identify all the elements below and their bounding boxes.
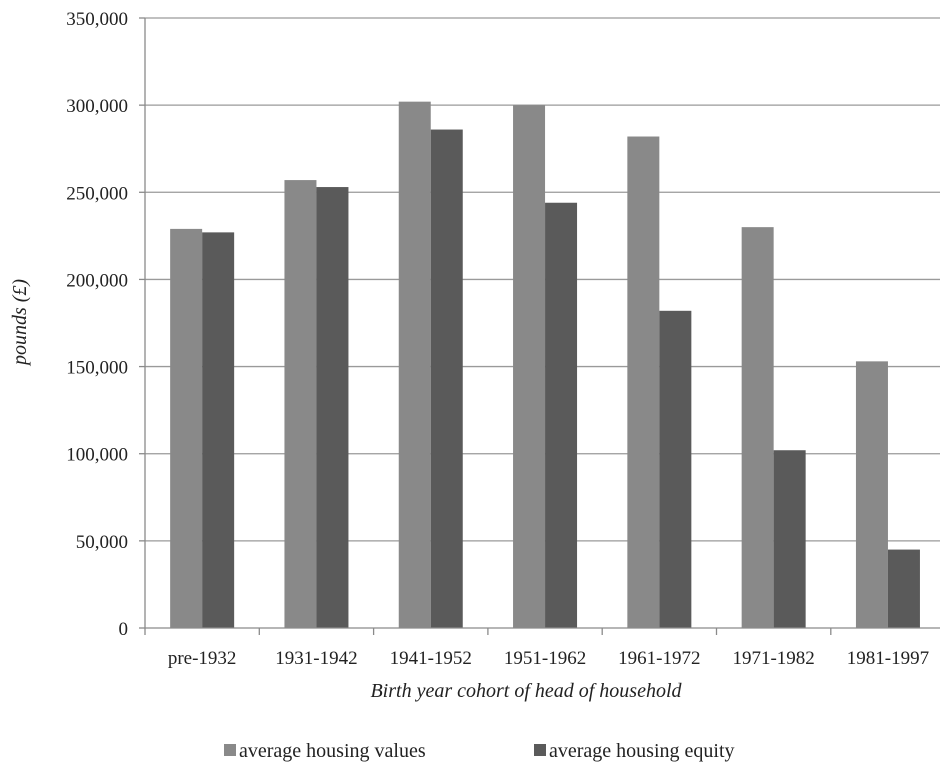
bar-values-pre-1932 bbox=[170, 228, 203, 628]
legend-label-values: average housing values bbox=[239, 740, 426, 762]
bar-equity-1961-1972 bbox=[659, 310, 692, 628]
x-tick-labels: pre-1932 1931-1942 1941-1952 1951-1962 1961-… bbox=[168, 648, 929, 669]
bar-values-1931-1942 bbox=[284, 180, 317, 629]
x-tick-label: 1981-1997 bbox=[847, 648, 929, 669]
y-tick-label: 300,000 bbox=[66, 96, 128, 117]
legend: average housing values average housing e… bbox=[224, 740, 735, 762]
bar-equity-1971-1982 bbox=[773, 450, 806, 628]
y-tick-label: 100,000 bbox=[66, 445, 128, 466]
bar-equity-1941-1952 bbox=[430, 129, 463, 629]
bar-values-1971-1982 bbox=[741, 227, 774, 628]
x-tick-label: 1941-1952 bbox=[390, 648, 472, 669]
bars bbox=[170, 101, 920, 629]
axes bbox=[139, 17, 940, 635]
x-axis-title: Birth year cohort of head of household bbox=[370, 680, 682, 702]
legend-label-equity: average housing equity bbox=[549, 740, 735, 762]
x-tick-label: pre-1932 bbox=[168, 648, 237, 669]
legend-swatch-equity bbox=[534, 744, 546, 756]
bar-equity-pre-1932 bbox=[202, 232, 235, 628]
bar-values-1941-1952 bbox=[398, 101, 431, 628]
y-tick-label: 250,000 bbox=[66, 183, 128, 204]
legend-swatch-values bbox=[224, 744, 236, 756]
bar-values-1981-1997 bbox=[855, 361, 888, 628]
x-tick-label: 1961-1972 bbox=[618, 648, 700, 669]
bar-values-1961-1972 bbox=[627, 136, 660, 628]
bar-values-1951-1962 bbox=[513, 105, 546, 628]
y-tick-label: 200,000 bbox=[66, 270, 128, 291]
y-tick-label: 0 bbox=[119, 619, 129, 640]
y-tick-label: 150,000 bbox=[66, 358, 128, 379]
x-tick-label: 1951-1962 bbox=[504, 648, 586, 669]
x-tick-label: 1931-1942 bbox=[275, 648, 357, 669]
y-axis-title: pounds (£) bbox=[9, 279, 31, 367]
y-tick-label: 350,000 bbox=[66, 9, 128, 30]
y-tick-labels: 0 50,000 100,000 150,000 200,000 250,000 300,0… bbox=[66, 9, 128, 640]
x-tick-label: 1971-1982 bbox=[732, 648, 814, 669]
bar-equity-1931-1942 bbox=[316, 187, 349, 629]
bar-equity-1981-1997 bbox=[887, 549, 920, 628]
bar-equity-1951-1962 bbox=[545, 202, 578, 628]
y-tick-label: 50,000 bbox=[76, 532, 128, 553]
